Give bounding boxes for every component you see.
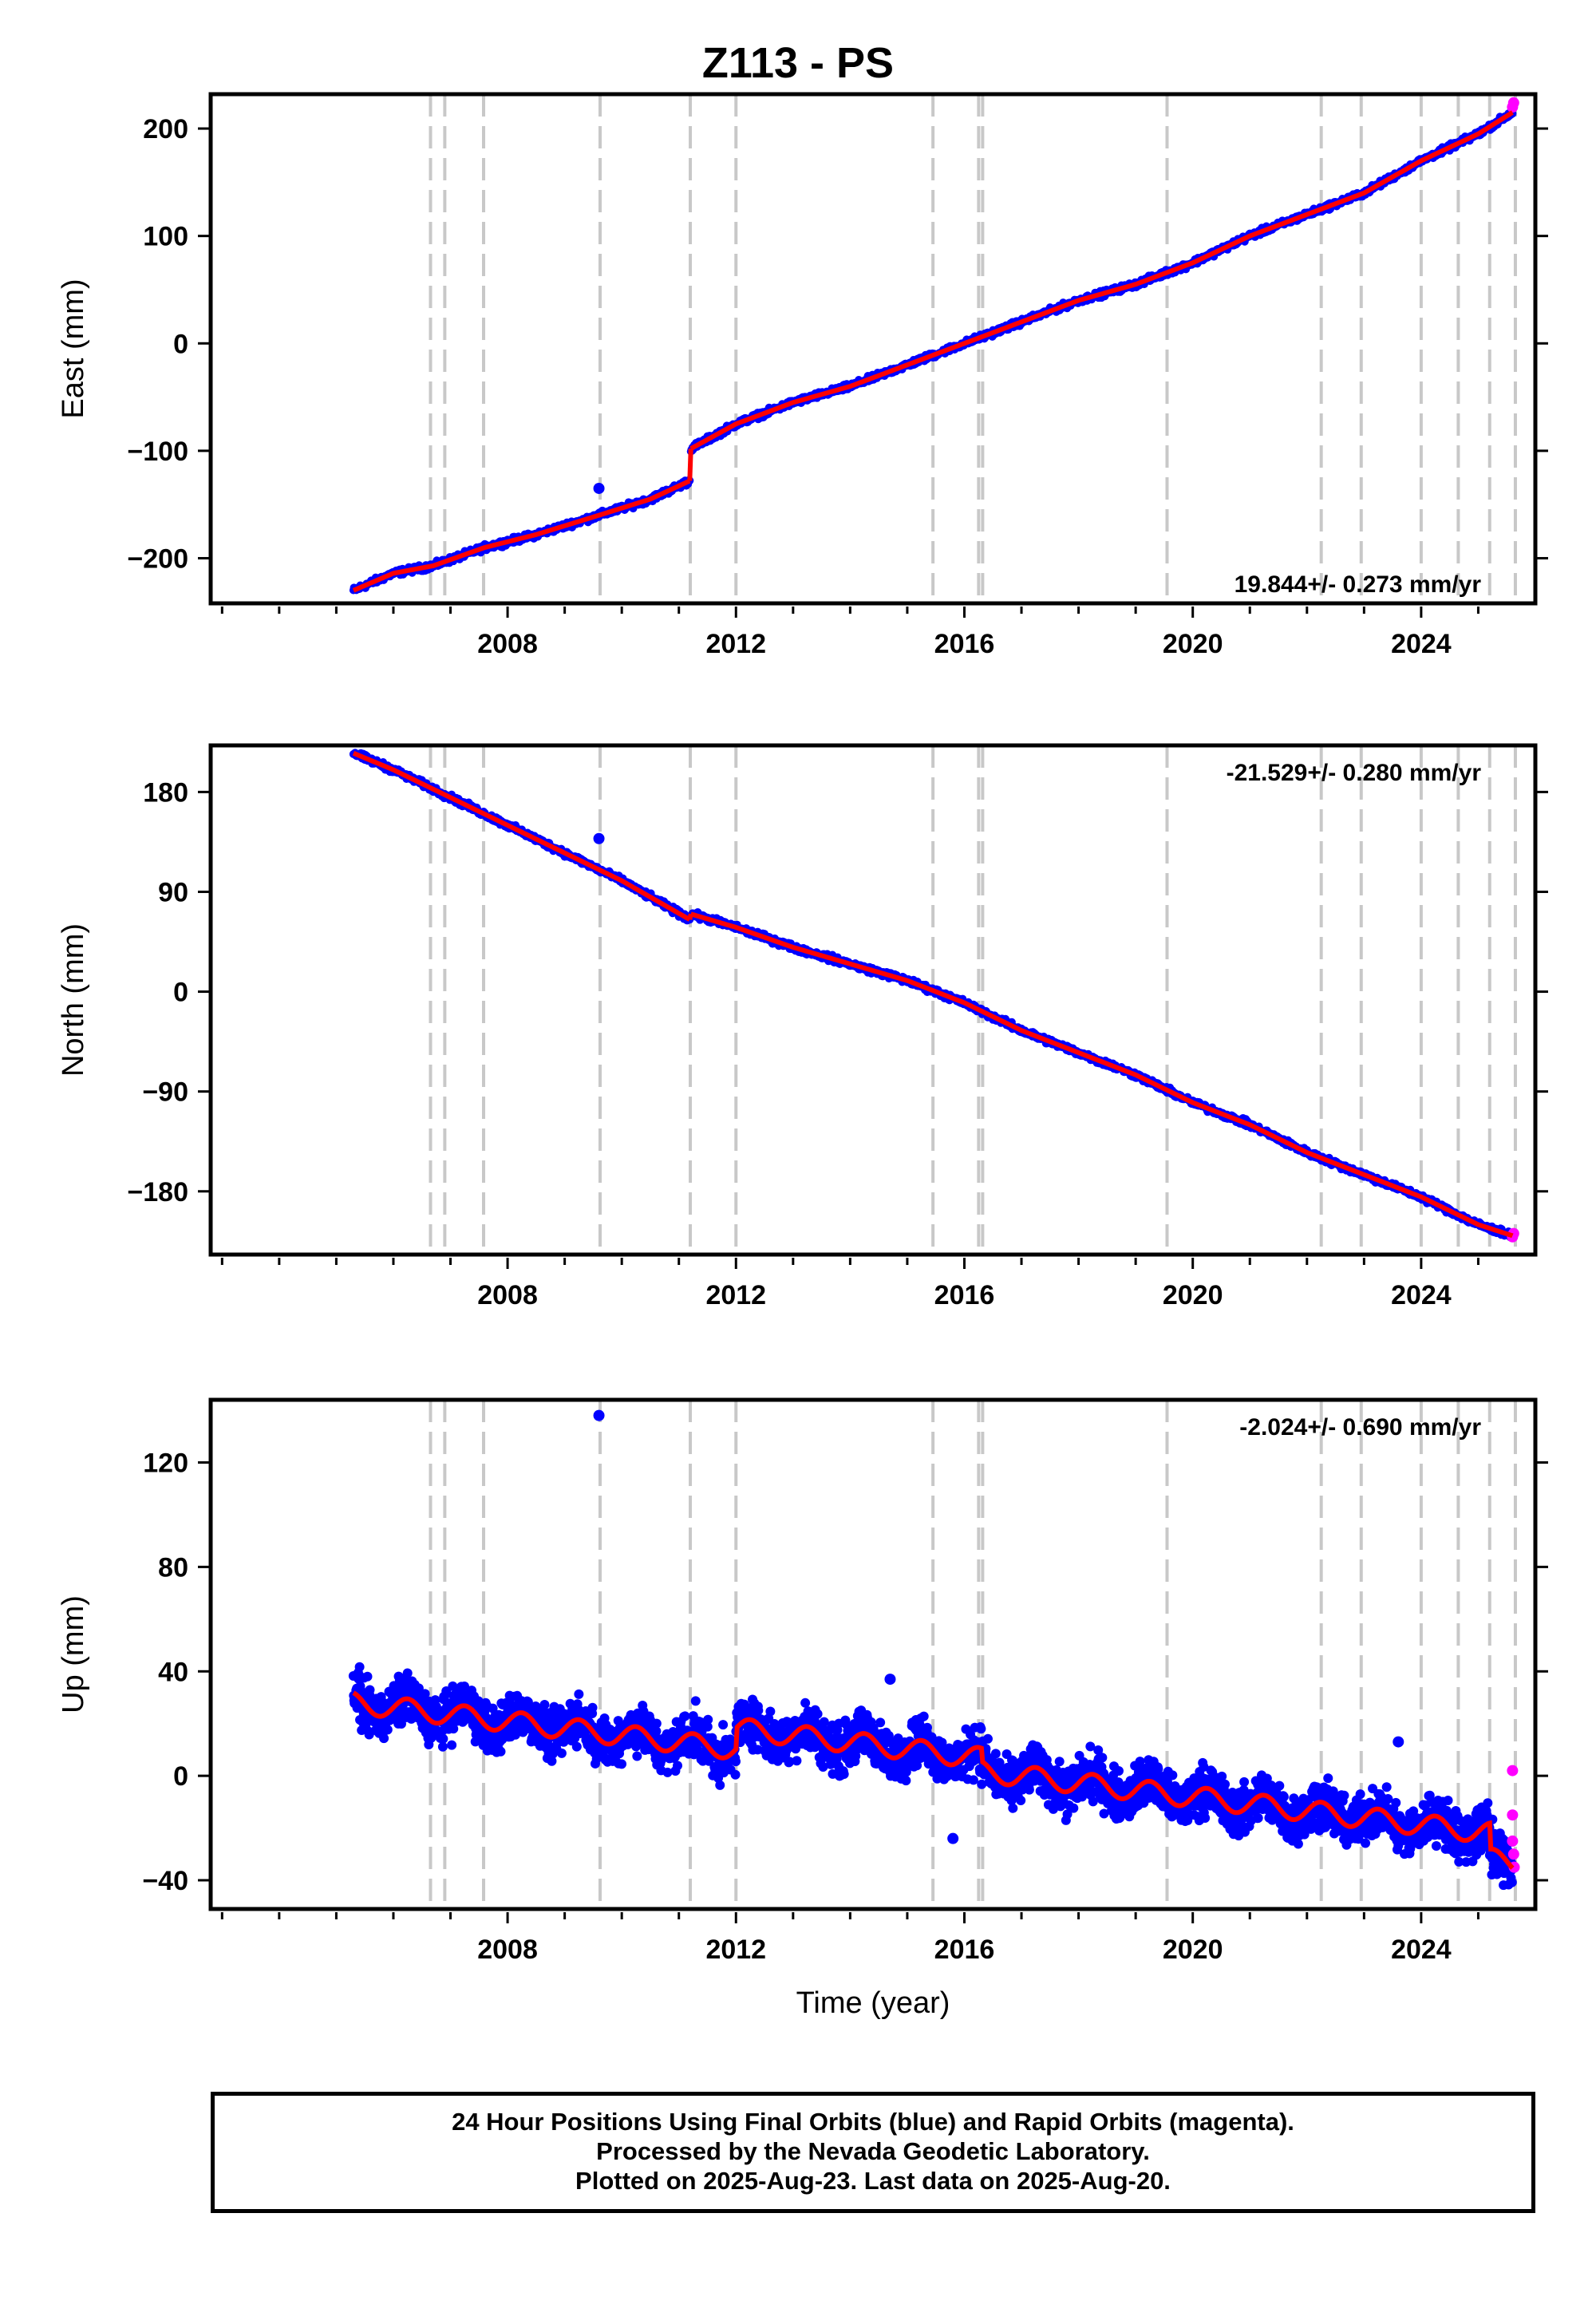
- y-tick-label: 180: [143, 777, 188, 808]
- data-point: [362, 1671, 373, 1682]
- data-point: [354, 1662, 365, 1672]
- x-tick-label: 2008: [477, 629, 538, 659]
- rapid-orbit-point: [1507, 97, 1519, 109]
- y-tick-label: −200: [127, 543, 188, 574]
- y-tick-label: 200: [143, 114, 188, 144]
- model-offset-step: [687, 913, 693, 920]
- panel-north: 2008 2012 2016 2020 2024 −180 −90 0 90 180 North (…: [57, 743, 1548, 1310]
- y-tick-label: 0: [173, 978, 188, 1008]
- data-point: [571, 1741, 582, 1752]
- data-points-north: [349, 749, 1519, 1243]
- panel-east: 2008 2012 2016 2020 2024 −200 −100 0 100 200 East …: [57, 92, 1548, 659]
- outlier-point: [593, 482, 605, 494]
- y-tick-label: −100: [127, 437, 188, 467]
- y-tick-label: 100: [143, 222, 188, 252]
- x-tick-label: 2024: [1391, 1280, 1452, 1310]
- x-tick-label: 2016: [934, 1280, 995, 1310]
- x-tick-label: 2016: [934, 629, 995, 659]
- y-tick-label: 90: [158, 877, 188, 907]
- x-tick-label: 2012: [705, 1280, 766, 1310]
- data-points-east: [349, 97, 1519, 595]
- y-axis-label: East (mm): [57, 279, 90, 418]
- data-point: [574, 1689, 584, 1699]
- plot-frame: [208, 743, 1538, 1257]
- data-point: [447, 1740, 457, 1750]
- outlier-point: [593, 832, 605, 844]
- data-point: [587, 1702, 598, 1713]
- plot-frame: [208, 92, 1538, 606]
- data-point: [539, 1700, 550, 1710]
- model-fit-line: [689, 110, 1514, 451]
- velocity-label: -21.529+/- 0.280 mm/yr: [1227, 760, 1482, 786]
- page-title: Z113 - PS: [701, 39, 895, 87]
- x-tick-label: 2012: [705, 629, 766, 659]
- data-point: [382, 1725, 393, 1735]
- x-tick-label: 2008: [477, 1280, 538, 1310]
- x-tick-label: 2020: [1163, 1280, 1223, 1310]
- data-point: [438, 1733, 448, 1744]
- data-point: [556, 1748, 567, 1758]
- y-tick-label: 0: [173, 329, 188, 359]
- y-tick-label: −90: [142, 1077, 188, 1108]
- model-fit-line: [352, 478, 691, 593]
- velocity-label: 19.844+/- 0.273 mm/yr: [1235, 571, 1482, 598]
- data-point: [496, 1746, 506, 1757]
- x-tick-label: 2024: [1391, 629, 1452, 659]
- data-point: [365, 1685, 375, 1695]
- x-tick-label: 2020: [1163, 629, 1223, 659]
- model-offset-step: [687, 449, 693, 481]
- y-tick-label: −180: [127, 1177, 188, 1207]
- y-axis-label: North (mm): [57, 923, 90, 1077]
